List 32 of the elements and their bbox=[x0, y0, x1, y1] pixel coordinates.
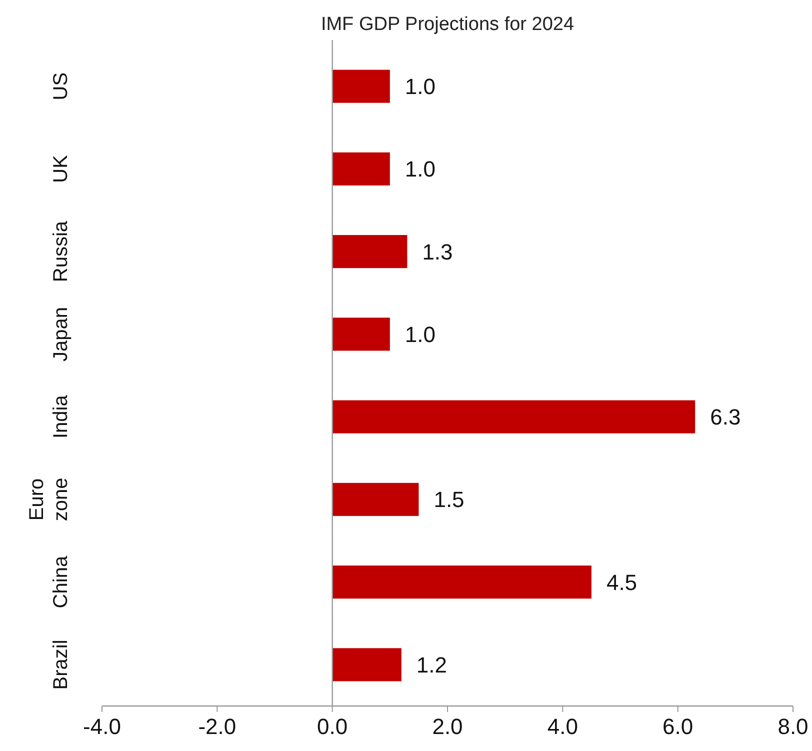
x-tick-label: 6.0 bbox=[662, 714, 694, 739]
data-label: 1.5 bbox=[434, 487, 464, 512]
data-label: 1.0 bbox=[404, 156, 436, 182]
data-label: 1.2 bbox=[416, 652, 448, 678]
y-tick-label: Japan bbox=[50, 306, 72, 362]
data-label: 1.3 bbox=[422, 239, 453, 264]
y-tick-label: US bbox=[50, 72, 72, 100]
x-tick-label: 0.0 bbox=[317, 714, 348, 739]
x-tick-label: 4.0 bbox=[547, 714, 578, 739]
x-tick-label: -4.0 bbox=[83, 714, 121, 739]
y-tick-label: Russia bbox=[50, 220, 72, 282]
data-label: 4.5 bbox=[606, 570, 638, 595]
x-tick-label: 8.0 bbox=[778, 714, 808, 739]
x-tick-label: -2.0 bbox=[198, 714, 236, 739]
y-tick-label: UK bbox=[50, 154, 72, 183]
y-tick-label: Euro zone bbox=[26, 478, 72, 522]
bar bbox=[332, 400, 696, 434]
bar bbox=[332, 152, 390, 186]
bar bbox=[332, 235, 408, 268]
y-tick-label: Brazil bbox=[50, 640, 72, 690]
y-tick-label: India bbox=[50, 394, 72, 438]
x-tick-label: 2.0 bbox=[432, 714, 463, 739]
bar bbox=[332, 482, 419, 516]
data-label: 1.0 bbox=[404, 322, 436, 347]
data-label: 1.0 bbox=[404, 74, 436, 100]
bar bbox=[332, 566, 592, 599]
y-tick-label: China bbox=[50, 555, 72, 608]
chart-title: IMF GDP Projections for 2024 bbox=[320, 14, 574, 35]
bar bbox=[332, 70, 390, 103]
bar bbox=[332, 648, 402, 682]
bar bbox=[332, 318, 390, 351]
data-label: 6.3 bbox=[710, 404, 741, 430]
